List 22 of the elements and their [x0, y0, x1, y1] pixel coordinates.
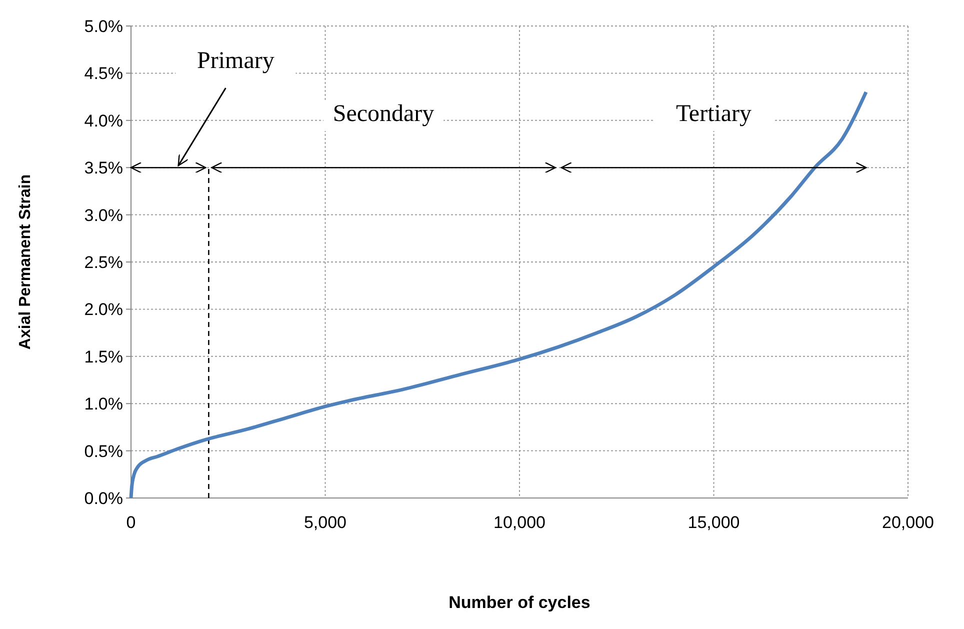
line-series — [129, 90, 868, 500]
x-tick-label: 10,000 — [494, 513, 546, 532]
x-tick-label: 15,000 — [688, 513, 740, 532]
annotation: Secondary — [332, 101, 434, 127]
y-tick-label: 3.0% — [84, 206, 123, 225]
y-tick-label: 2.0% — [84, 300, 123, 320]
y-tick-label: 5.0% — [84, 16, 123, 36]
y-tick-label: 4.5% — [84, 64, 123, 84]
y-tick-label: 1.0% — [84, 394, 123, 414]
y-tick-label: 1.5% — [84, 347, 123, 366]
annotation: Tertiary — [676, 101, 752, 127]
x-tick-label: 0 — [126, 513, 136, 532]
annotation: Primary — [197, 48, 274, 74]
y-tick-label: 2.5% — [84, 252, 123, 272]
y-tick-label: 0.0% — [84, 488, 123, 508]
y-axis-title: Axial Permanent Strain — [17, 174, 34, 350]
y-tick-label: 4.0% — [84, 111, 123, 130]
x-tick-label: 20,000 — [882, 513, 934, 532]
y-tick-label: 3.5% — [84, 158, 123, 178]
x-axis-title: Number of cycles — [448, 593, 590, 612]
y-tick-label: 0.5% — [84, 442, 123, 461]
x-tick-label: 5,000 — [304, 513, 347, 532]
